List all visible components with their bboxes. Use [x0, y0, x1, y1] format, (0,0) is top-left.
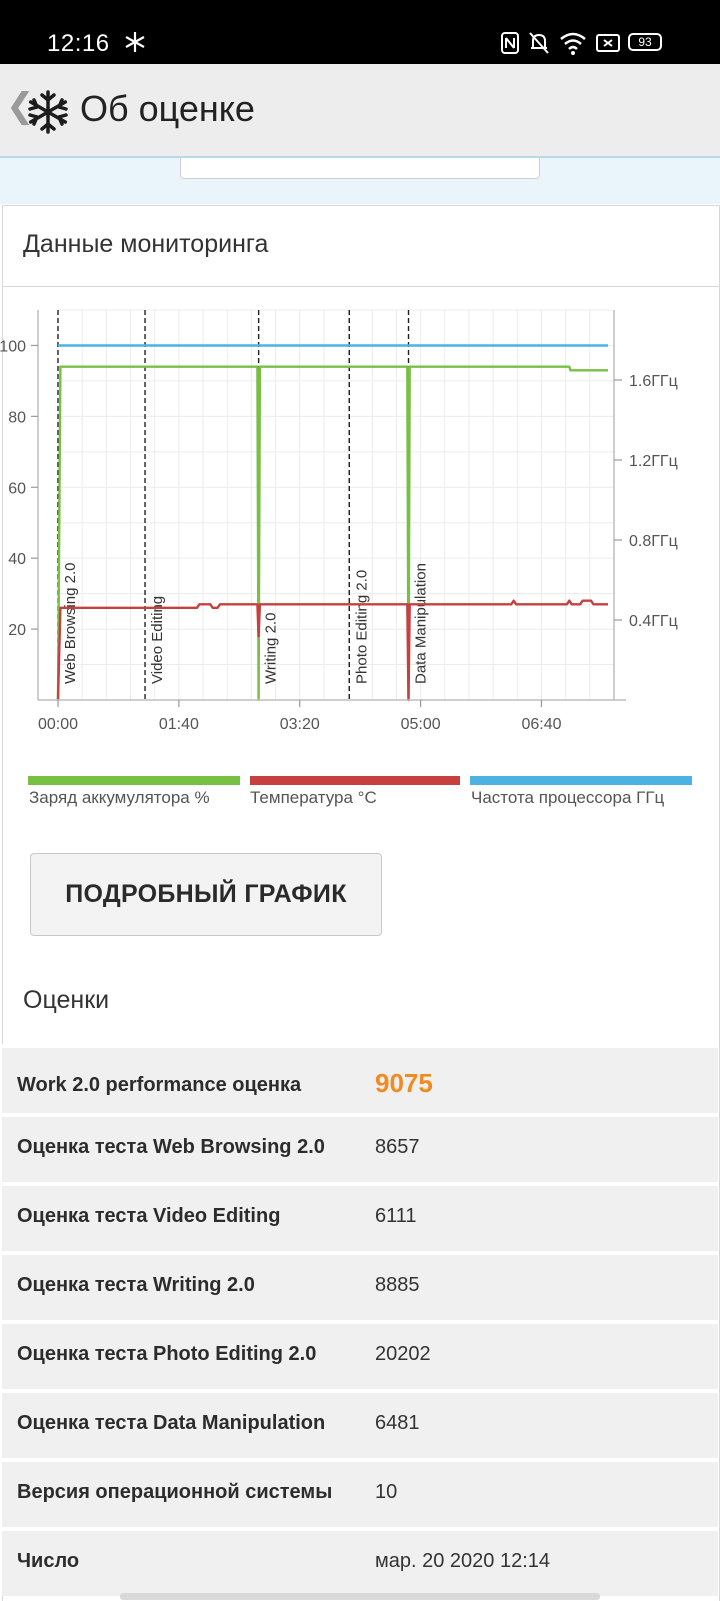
scores-table: Work 2.0 performance оценка 9075 Оценка … [2, 1044, 718, 1596]
row-value: 8885 [375, 1274, 420, 1296]
tab-stub [180, 158, 540, 179]
row-value: 20202 [375, 1343, 431, 1365]
legend-swatch-battery [28, 776, 240, 785]
y-left-tick-label: 20 [8, 622, 26, 639]
y-right-tick-label: 1.6ГГц [629, 373, 678, 390]
table-row: Число мар. 20 2020 12:14 [2, 1527, 718, 1596]
wifi-icon [560, 32, 586, 55]
battery-level: 93 [638, 35, 652, 49]
page-title: Об оценке [80, 88, 255, 129]
y-left-tick-label: 60 [8, 480, 26, 497]
test-marker-label: Photo Editing 2.0 [353, 570, 370, 684]
screen-record-icon [596, 34, 620, 52]
test-marker-label: Web Browsing 2.0 [62, 563, 79, 684]
legend-swatch-cpu [470, 776, 692, 785]
x-tick-label: 00:00 [38, 716, 78, 733]
legend-label-temperature: Температура °C [250, 788, 377, 807]
series-line-battery [56, 365, 608, 702]
row-label: Оценка теста Video Editing [17, 1205, 281, 1227]
y-left-tick-label: 40 [8, 551, 26, 568]
row-label: Оценка теста Photo Editing 2.0 [17, 1343, 317, 1365]
app-bar: ❮ Об оценке [0, 64, 720, 158]
table-row: Оценка теста Writing 2.0 8885 [2, 1251, 718, 1320]
series-line-temperature [56, 599, 608, 702]
test-marker-label: Video Editing [149, 596, 166, 684]
row-value: 6481 [375, 1412, 420, 1434]
status-bar: 12:16 93 [0, 0, 720, 64]
bell-muted-icon [529, 32, 549, 54]
y-right-tick-label: 0.4ГГц [629, 613, 678, 630]
overall-score: 9075 [375, 1068, 433, 1098]
row-label: Оценка теста Writing 2.0 [17, 1274, 255, 1296]
row-label: Оценка теста Web Browsing 2.0 [17, 1136, 325, 1158]
y-right-tick-label: 0.8ГГц [629, 533, 678, 550]
table-row: Оценка теста Data Manipulation 6481 [2, 1389, 718, 1458]
table-row: Версия операционной системы 10 [2, 1458, 718, 1527]
test-marker-label: Writing 2.0 [263, 613, 280, 684]
x-tick-label: 06:40 [521, 716, 561, 733]
snowflake-icon [125, 32, 145, 52]
test-marker-label: Data Manipulation [413, 563, 430, 684]
app-snowflake-icon [28, 90, 68, 134]
table-row: Оценка теста Photo Editing 2.0 20202 [2, 1320, 718, 1389]
legend-label-battery: Заряд аккумулятора % [29, 788, 210, 807]
table-row-overall: Work 2.0 performance оценка 9075 [2, 1044, 718, 1113]
row-label: Оценка теста Data Manipulation [17, 1412, 326, 1434]
row-value: мар. 20 2020 12:14 [375, 1550, 551, 1572]
y-left-tick-label: 80 [8, 409, 26, 426]
monitoring-header: Данные мониторинга [3, 206, 719, 287]
nfc-icon [501, 32, 519, 54]
table-row: Оценка теста Web Browsing 2.0 8657 [2, 1113, 718, 1182]
monitoring-chart: Web Browsing 2.0 Video Editing Writing 2.0… [0, 309, 678, 733]
row-label: Work 2.0 performance оценка [17, 1074, 302, 1096]
row-value: 10 [375, 1481, 398, 1503]
row-label: Версия операционной системы [17, 1481, 333, 1503]
status-time: 12:16 [47, 30, 110, 57]
battery-icon: 93 [628, 33, 662, 51]
y-right-tick-label: 1.2ГГц [629, 453, 678, 470]
x-tick-label: 01:40 [159, 716, 199, 733]
x-tick-label: 05:00 [401, 716, 441, 733]
x-tick-label: 03:20 [280, 716, 320, 733]
scroll-indicator [120, 1593, 600, 1600]
legend-label-cpu: Частота процессора ГГц [471, 788, 665, 807]
monitoring-title: Данные мониторинга [23, 230, 269, 258]
legend-swatch-temperature [250, 776, 460, 785]
row-value: 8657 [375, 1136, 420, 1158]
y-left-tick-label: 100 [0, 338, 26, 355]
table-row: Оценка теста Video Editing 6111 [2, 1182, 718, 1251]
detailed-graph-button[interactable]: ПОДРОБНЫЙ ГРАФИК [30, 853, 382, 936]
back-button[interactable]: ❮ [6, 87, 35, 125]
row-label: Число [17, 1550, 80, 1572]
row-value: 6111 [375, 1205, 417, 1227]
scores-title: Оценки [23, 986, 110, 1014]
